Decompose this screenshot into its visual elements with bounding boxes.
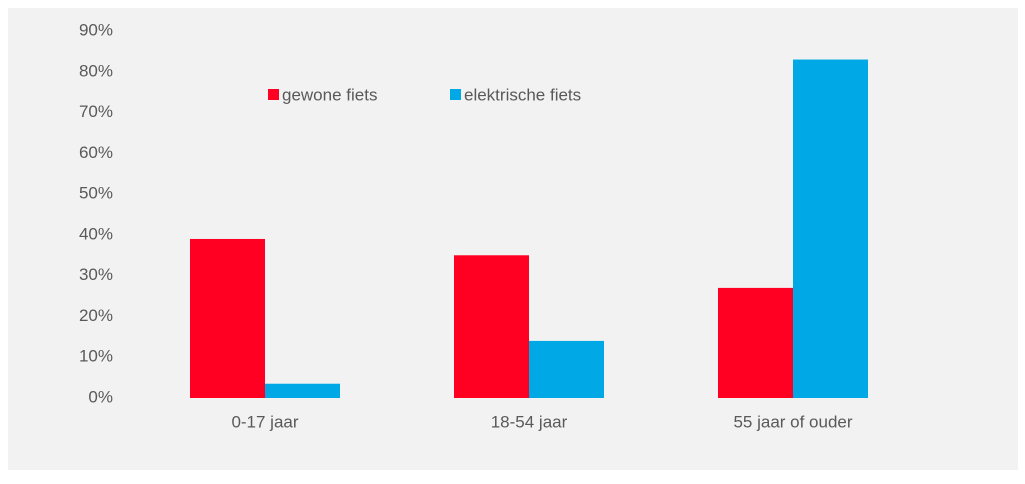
y-tick-label: 50% <box>79 184 113 203</box>
x-tick-label: 0-17 jaar <box>231 412 298 431</box>
y-tick-label: 90% <box>79 20 113 39</box>
y-tick-label: 20% <box>79 306 113 325</box>
x-tick-label: 18-54 jaar <box>491 412 568 431</box>
y-tick-label: 70% <box>79 102 113 121</box>
bar <box>454 255 529 398</box>
bar <box>793 59 868 399</box>
bar <box>718 287 793 398</box>
legend-label: gewone fiets <box>282 85 377 104</box>
legend-swatch <box>450 89 461 100</box>
y-tick-label: 10% <box>79 347 113 366</box>
y-tick-label: 80% <box>79 61 113 80</box>
bar <box>265 383 340 398</box>
y-tick-label: 30% <box>79 265 113 284</box>
bar <box>529 340 604 398</box>
y-tick-label: 60% <box>79 143 113 162</box>
y-tick-label: 40% <box>79 224 113 243</box>
bar <box>190 238 265 398</box>
x-tick-label: 55 jaar of ouder <box>733 412 852 431</box>
legend-swatch <box>268 89 279 100</box>
legend-label: elektrische fiets <box>464 85 581 104</box>
y-tick-label: 0% <box>88 387 113 406</box>
